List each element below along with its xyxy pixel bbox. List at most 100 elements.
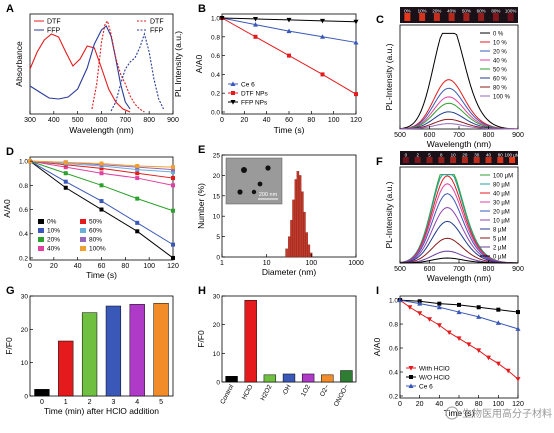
data-point xyxy=(436,304,442,310)
bar xyxy=(321,374,334,383)
histogram-bar xyxy=(290,220,293,258)
x-tick-label: 500 xyxy=(394,132,406,139)
histogram-bar xyxy=(287,236,291,258)
data-point xyxy=(253,21,258,27)
legend-label: 20% xyxy=(47,237,60,244)
data-point xyxy=(171,167,175,172)
legend-label: Ce 6 xyxy=(241,82,255,89)
legend-label: DTF NPs xyxy=(241,91,268,98)
y-tick-label: 30 xyxy=(213,294,221,301)
bar xyxy=(301,373,315,383)
y-tick-label: 0 xyxy=(216,255,220,262)
data-point xyxy=(253,16,258,22)
data-point xyxy=(63,171,68,176)
data-point xyxy=(171,183,175,188)
y-tick-label: 20 xyxy=(213,173,221,180)
data-point xyxy=(99,161,104,166)
data-point xyxy=(135,167,140,172)
x-tick-label: 100 xyxy=(492,401,504,408)
y-axis-label: Number (%) xyxy=(196,183,206,229)
data-point xyxy=(495,320,501,325)
legend-label: FFP xyxy=(150,28,164,35)
legend-swatch xyxy=(80,219,86,224)
plot-frame xyxy=(29,295,174,397)
series-line xyxy=(110,32,164,112)
panel-e: E 1 10 100 1000 0 5 10 15 20 25 Diameter (nm) Number… xyxy=(196,144,364,277)
x-tick-label: O2− xyxy=(319,383,331,397)
legend-label: 0% xyxy=(47,219,57,226)
bar xyxy=(153,303,169,397)
panel-d: D 0 20 40 60 80 100 120 0.2 0.4 0.6 0.8 1.0 Time (s) A… xyxy=(2,146,179,280)
data-point xyxy=(230,81,236,86)
data-point xyxy=(99,199,104,204)
x-tick-label: 80 xyxy=(121,263,129,270)
x-tick-label: Control xyxy=(219,383,235,405)
legend-label: 10 µM xyxy=(493,219,510,225)
data-point xyxy=(99,171,104,176)
legend-label: 40 µM xyxy=(493,192,510,198)
x-tick-label: 900 xyxy=(167,117,179,124)
vial xyxy=(461,157,468,163)
y-tick-label: 0.6 xyxy=(211,53,220,60)
x-tick-label: 500 xyxy=(394,266,406,273)
y-axis-label: A/A0 xyxy=(194,55,204,74)
data-point xyxy=(320,18,325,24)
y-axis-label: A/A0 xyxy=(2,199,12,218)
data-point xyxy=(135,176,140,181)
x-tick-label: 3 xyxy=(111,399,115,406)
legend-label: With HClO xyxy=(419,366,450,373)
x-tick-label: 300 xyxy=(24,117,36,124)
data-point xyxy=(135,196,140,201)
panel-g: G 0 1 2 3 4 5 0 10 20 30 Time (min) after HClO addi… xyxy=(4,285,174,416)
tem-background xyxy=(225,157,283,205)
vial-label: 5 xyxy=(428,153,431,158)
y-tick-label: 20 xyxy=(21,327,29,334)
vial xyxy=(463,13,470,21)
data-point xyxy=(495,361,501,367)
x-tick-label: 700 xyxy=(453,266,465,273)
series-line xyxy=(29,25,131,110)
data-point xyxy=(515,326,521,331)
y-tick-label: 10 xyxy=(213,214,221,221)
plot-frame xyxy=(221,295,357,383)
legend-swatch xyxy=(38,228,44,233)
data-point xyxy=(409,375,413,379)
y-tick-label: 1.0 xyxy=(19,159,28,166)
nanoparticle xyxy=(265,165,271,171)
x-tick-label: 0 xyxy=(220,117,224,124)
x-tick-label: 800 xyxy=(483,132,495,139)
nanoparticle xyxy=(237,189,243,195)
legend-label: DTF xyxy=(47,19,61,26)
vial-label: 100 µM xyxy=(505,153,520,158)
legend-label: 10 % xyxy=(493,41,507,47)
legend-label: W/O HClO xyxy=(419,375,450,382)
legend-label: 60% xyxy=(89,228,102,235)
legend-label: 5 µM xyxy=(493,237,506,243)
y-tick-label: 0 xyxy=(216,380,220,387)
bar xyxy=(34,389,50,397)
panel-label: E xyxy=(198,144,205,156)
x-tick-label: 900 xyxy=(512,266,524,273)
watermark-text: 生物医用高分子材料 xyxy=(462,407,552,420)
data-point xyxy=(437,301,442,306)
y-tick-label: 15 xyxy=(213,193,221,200)
histogram-bar xyxy=(301,191,304,258)
data-point xyxy=(466,342,472,348)
panel-label: C xyxy=(376,14,384,26)
data-point xyxy=(230,100,236,105)
x-tick-label: 20 xyxy=(240,117,248,124)
x-tick-label: 900 xyxy=(512,132,524,139)
data-point xyxy=(476,305,481,310)
panel-a: A 300 400 500 600 700 800 900 Wavelength (nm) Abs… xyxy=(6,3,183,135)
vial xyxy=(404,13,411,21)
vial-label: 40 xyxy=(486,153,492,158)
x-tick-label: 40 xyxy=(435,401,443,408)
bar xyxy=(105,305,122,397)
data-point xyxy=(171,242,175,247)
y-tick-label: 0.6 xyxy=(389,346,398,353)
panel-b: B 0 20 40 60 80 100 120 0.0 0.2 0.4 0.6 0.8 1.0 Time (… xyxy=(194,3,362,135)
x-tick-label: 800 xyxy=(143,117,155,124)
x-tick-label: 600 xyxy=(96,117,108,124)
y-tick-label: 10 xyxy=(21,360,29,367)
